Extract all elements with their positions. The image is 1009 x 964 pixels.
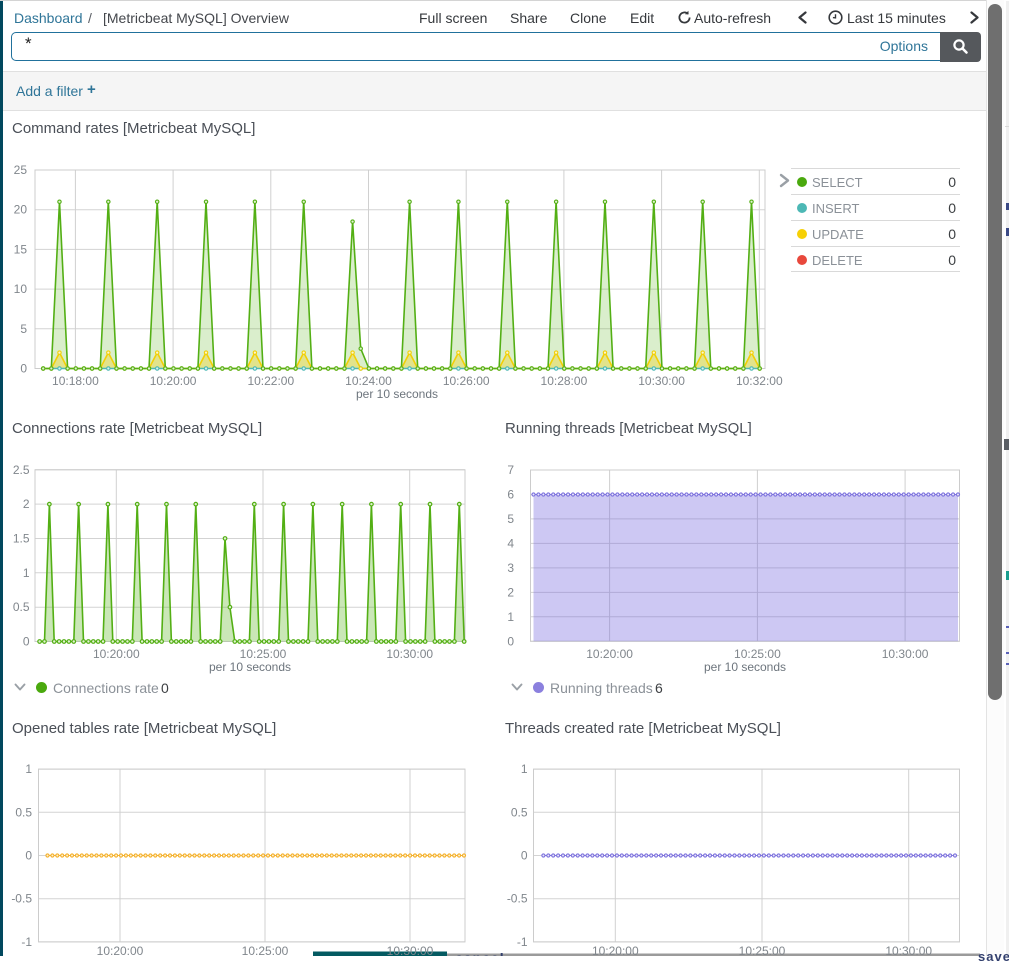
svg-text:-0.5: -0.5 [507, 892, 528, 906]
svg-text:0: 0 [521, 849, 528, 863]
svg-text:-0.5: -0.5 [11, 892, 32, 906]
svg-text:per 10 seconds: per 10 seconds [704, 660, 786, 674]
svg-text:-1: -1 [21, 935, 32, 949]
svg-text:10:30:00: 10:30:00 [387, 944, 434, 956]
svg-text:0.5: 0.5 [13, 600, 30, 614]
svg-text:10:25:00: 10:25:00 [242, 944, 289, 956]
svg-text:10:22:00: 10:22:00 [247, 374, 294, 388]
svg-text:0.5: 0.5 [15, 805, 32, 819]
svg-text:4: 4 [507, 536, 514, 550]
svg-text:1: 1 [507, 610, 514, 624]
svg-text:5: 5 [20, 322, 27, 336]
svg-text:1: 1 [23, 566, 30, 580]
svg-text:10:24:00: 10:24:00 [345, 374, 392, 388]
svg-text:0: 0 [507, 634, 514, 648]
svg-text:10:28:00: 10:28:00 [541, 374, 588, 388]
svg-text:15: 15 [14, 242, 28, 256]
svg-text:10:30:00: 10:30:00 [386, 647, 433, 661]
svg-text:10:20:00: 10:20:00 [97, 944, 144, 956]
svg-text:10: 10 [14, 282, 28, 296]
svg-text:per 10 seconds: per 10 seconds [356, 387, 438, 401]
svg-text:6: 6 [507, 488, 514, 502]
svg-text:1: 1 [521, 762, 528, 776]
svg-text:2: 2 [507, 585, 514, 599]
svg-text:0: 0 [23, 635, 30, 649]
svg-text:10:20:00: 10:20:00 [586, 647, 633, 661]
svg-text:10:25:00: 10:25:00 [734, 647, 781, 661]
svg-text:2: 2 [23, 497, 30, 511]
svg-text:0.5: 0.5 [511, 805, 528, 819]
svg-text:10:20:00: 10:20:00 [93, 647, 140, 661]
svg-text:2.5: 2.5 [13, 463, 30, 477]
svg-text:10:30:00: 10:30:00 [882, 647, 929, 661]
svg-text:0: 0 [20, 362, 27, 376]
svg-text:-1: -1 [517, 935, 528, 949]
svg-text:1.5: 1.5 [13, 532, 30, 546]
svg-text:per 10 seconds: per 10 seconds [209, 660, 291, 674]
svg-text:10:20:00: 10:20:00 [592, 944, 639, 956]
svg-text:10:30:00: 10:30:00 [638, 374, 685, 388]
svg-text:3: 3 [507, 561, 514, 575]
svg-text:10:25:00: 10:25:00 [240, 647, 287, 661]
svg-text:20: 20 [14, 203, 28, 217]
svg-text:25: 25 [14, 163, 28, 177]
svg-text:10:18:00: 10:18:00 [52, 374, 99, 388]
svg-text:10:25:00: 10:25:00 [739, 944, 786, 956]
svg-text:0: 0 [25, 849, 32, 863]
svg-text:10:20:00: 10:20:00 [150, 374, 197, 388]
svg-text:10:32:00: 10:32:00 [736, 374, 783, 388]
svg-text:7: 7 [507, 463, 514, 477]
svg-text:10:26:00: 10:26:00 [443, 374, 490, 388]
svg-text:cancel: cancel [455, 950, 505, 956]
svg-text:5: 5 [507, 512, 514, 526]
svg-text:1: 1 [25, 762, 32, 776]
svg-text:10:30:00: 10:30:00 [885, 944, 932, 956]
